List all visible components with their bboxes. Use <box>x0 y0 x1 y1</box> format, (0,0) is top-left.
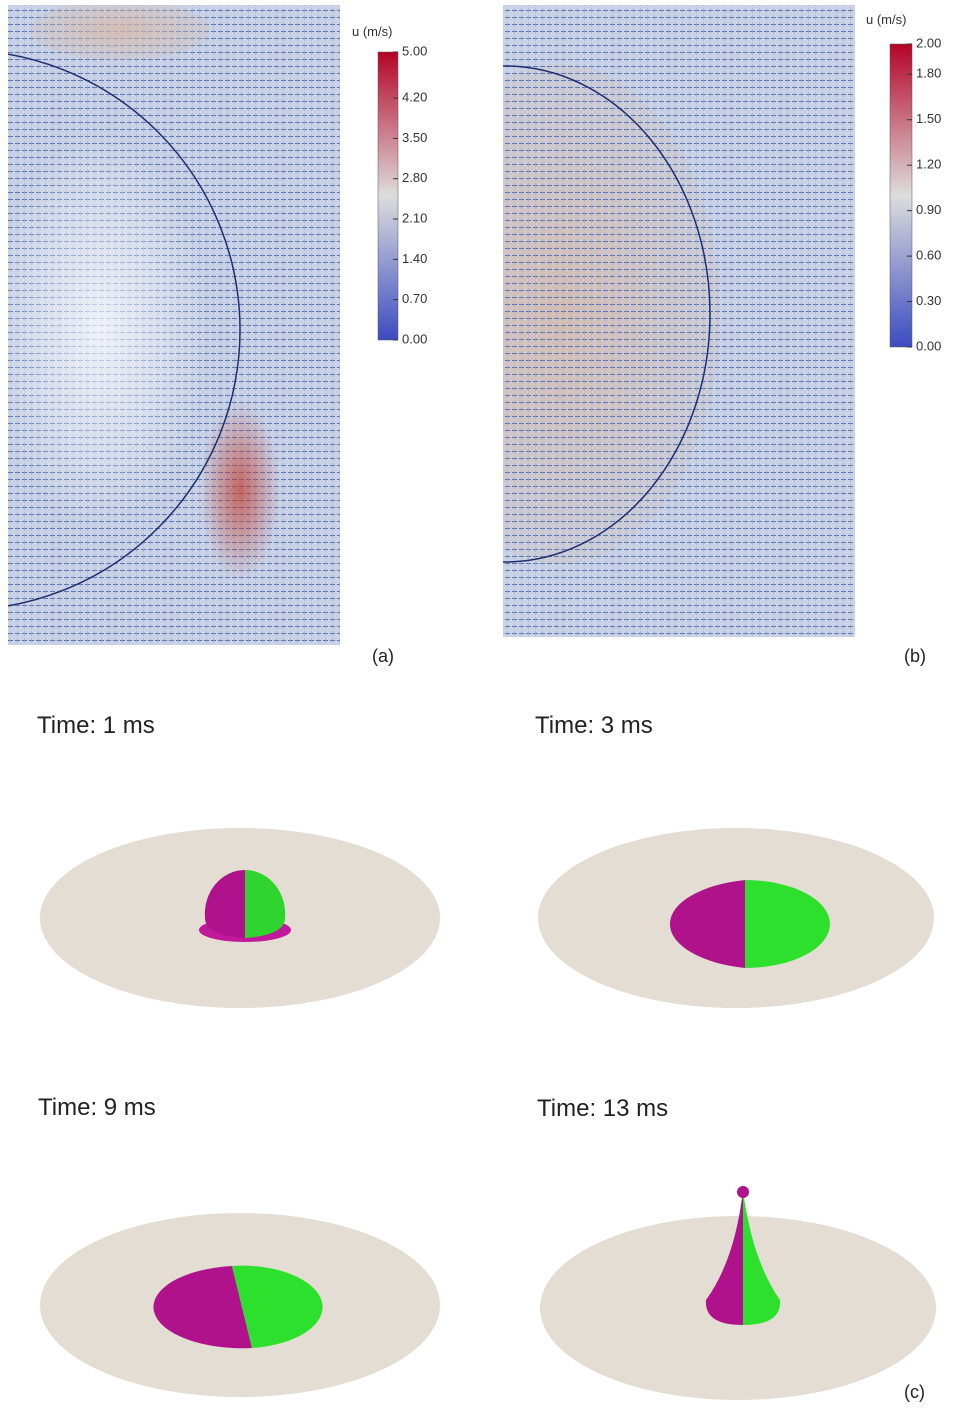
colorbar-title: u (m/s) <box>352 24 392 39</box>
colorbar-tick-label: 5.00 <box>402 43 427 58</box>
colorbar-tick-label: 0.90 <box>916 202 941 217</box>
panel-label: (a) <box>372 646 394 666</box>
vector-field-a <box>8 5 340 645</box>
colorbar-tick-label: 0.70 <box>402 291 427 306</box>
vector-field-b <box>503 5 855 637</box>
colorbar-tick-label: 1.50 <box>916 111 941 126</box>
colorbar-tick-label: 2.80 <box>402 170 427 185</box>
colorbar-tick-label: 1.20 <box>916 157 941 172</box>
colorbar-b <box>889 43 913 348</box>
colorbar-tick-label: 2.00 <box>916 35 941 50</box>
colorbar-tick-label: 0.00 <box>402 331 427 346</box>
colorbar-title: u (m/s) <box>866 12 906 27</box>
panel-label: (b) <box>904 646 926 666</box>
colorbar-tick-label: 1.80 <box>916 66 941 81</box>
colorbar-tick-label: 2.10 <box>402 210 427 225</box>
frame-time: Time: 13 ms <box>537 1095 668 1122</box>
colorbar-tick-label: 0.00 <box>916 338 941 353</box>
colorbar-tick-label: 3.50 <box>402 130 427 145</box>
colorbar-tick-label: 0.60 <box>916 248 941 263</box>
frame-time: Time: 3 ms <box>535 712 653 739</box>
panel-label: (c) <box>904 1382 925 1402</box>
colorbar-tick-label: 0.30 <box>916 293 941 308</box>
droplet-frames <box>40 828 936 1400</box>
frame-time: Time: 1 ms <box>37 712 155 739</box>
colorbar-tick-label: 4.20 <box>402 90 427 105</box>
colorbar-a <box>377 51 399 341</box>
colorbar-tick-label: 1.40 <box>402 251 427 266</box>
frame-time: Time: 9 ms <box>38 1094 156 1121</box>
